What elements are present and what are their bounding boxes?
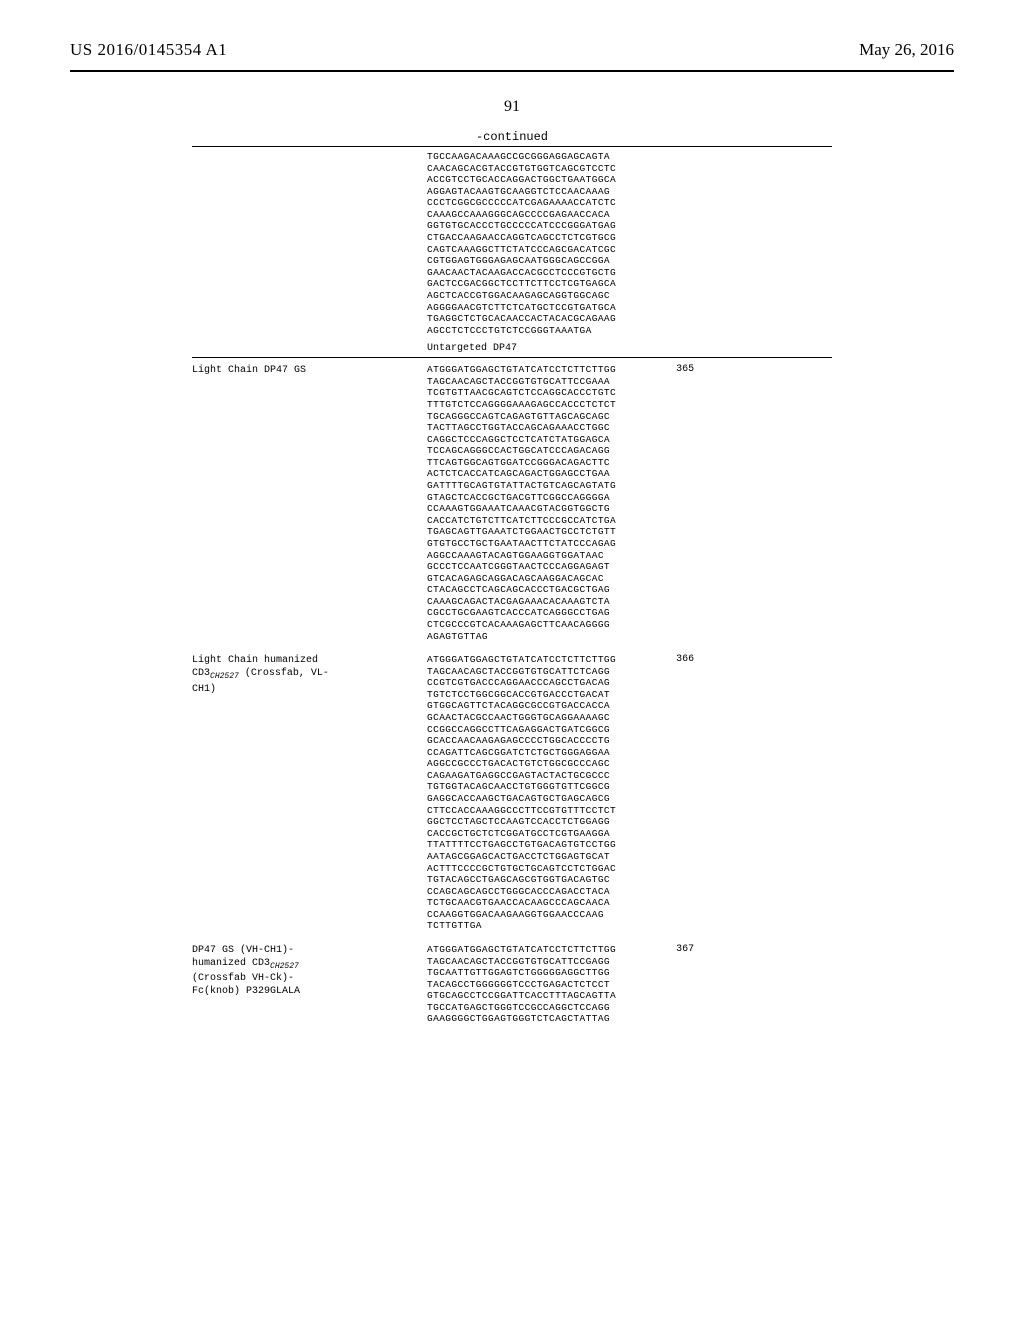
sequence-id: 367 <box>616 944 694 955</box>
sequence-text: TGCCAAGACAAAGCCGCGGGAGGAGCAGTA CAACAGCAC… <box>427 151 832 336</box>
publication-number: US 2016/0145354 A1 <box>70 40 227 60</box>
publication-date: May 26, 2016 <box>859 40 954 60</box>
sequence-text: ATGGGATGGAGCTGTATCATCCTCTTCTTGG TAGCAACA… <box>427 364 616 642</box>
table-row: Light Chain humanized CD3CH2527 (Crossfa… <box>192 648 832 938</box>
continued-label: -continued <box>70 130 954 144</box>
table-row: Light Chain DP47 GSATGGGATGGAGCTGTATCATC… <box>192 358 832 648</box>
sequence-label: DP47 GS (VH-CH1)- humanized CD3CH2527 (C… <box>192 944 427 998</box>
sequence-subheader: Untargeted DP47 <box>427 340 832 357</box>
sequence-text: ATGGGATGGAGCTGTATCATCCTCTTCTTGG TAGCAACA… <box>427 654 616 932</box>
running-header: US 2016/0145354 A1 May 26, 2016 <box>70 40 954 68</box>
page: US 2016/0145354 A1 May 26, 2016 91 -cont… <box>0 0 1024 1320</box>
page-number: 91 <box>70 98 954 116</box>
header-rule <box>70 70 954 72</box>
sequence-id: 366 <box>616 654 694 665</box>
table-row: DP47 GS (VH-CH1)- humanized CD3CH2527 (C… <box>192 938 832 1031</box>
sequence-label: Light Chain humanized CD3CH2527 (Crossfa… <box>192 654 427 695</box>
table-row: TGCCAAGACAAAGCCGCGGGAGGAGCAGTA CAACAGCAC… <box>192 147 832 340</box>
sequence-table: TGCCAAGACAAAGCCGCGGGAGGAGCAGTA CAACAGCAC… <box>192 146 832 1031</box>
sequence-id: 365 <box>616 364 694 375</box>
sequence-text: ATGGGATGGAGCTGTATCATCCTCTTCTTGG TAGCAACA… <box>427 944 616 1025</box>
sequence-label: Light Chain DP47 GS <box>192 364 427 377</box>
